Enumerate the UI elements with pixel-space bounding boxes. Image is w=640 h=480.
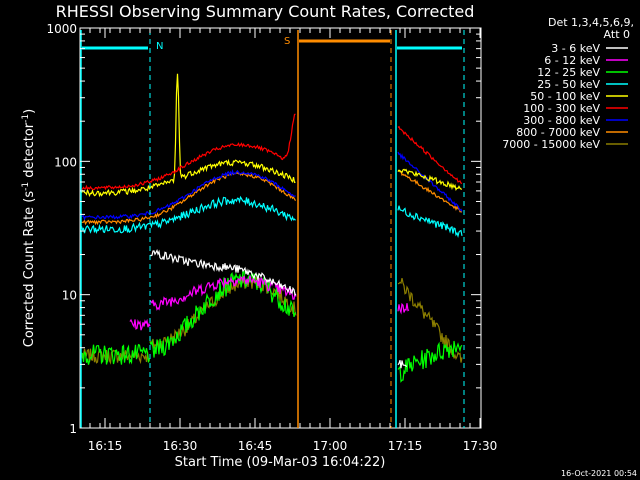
legend-header-line1: Det 1,3,4,5,6,9, (548, 16, 634, 29)
x-tick-label-3: 17:00 (313, 439, 348, 453)
series-line-1-2 (397, 302, 410, 315)
series-line-8-2 (397, 277, 463, 363)
y-tick-label-0: 1 (69, 422, 77, 436)
x-tick-label-4: 17:15 (388, 439, 423, 453)
legend-header-line2: Att 0 (604, 28, 630, 41)
y-axis-label-sup2: -1 (21, 114, 31, 123)
series-line-6-1 (397, 151, 463, 212)
y-axis-label-sup1: -1 (21, 182, 31, 191)
y-axis-label-mid: detector (22, 122, 37, 182)
series-line-4-1 (397, 168, 463, 192)
series-line-3-0 (80, 195, 296, 234)
series-line-2-1 (149, 269, 297, 358)
y-axis-label-main: Corrected Count Rate (s (22, 191, 37, 348)
saa-label: S (284, 36, 290, 47)
series-line-6-0 (81, 168, 296, 221)
series-line-1-0 (129, 318, 151, 331)
legend-label-8: 7000 - 15000 keV (502, 138, 600, 151)
series-line-7-1 (398, 170, 463, 213)
series-line-3-1 (397, 205, 463, 238)
y-axis-label: Corrected Count Rate (s-1 detector-1) (21, 109, 37, 347)
legend-label-5: 100 - 300 keV (523, 102, 600, 115)
series-line-5-0 (81, 113, 296, 191)
y-axis-label-end: ) (22, 109, 37, 114)
y-tick-label-3: 1000 (46, 22, 77, 36)
legend-label-4: 50 - 100 keV (530, 90, 600, 103)
x-tick-label-1: 16:30 (163, 439, 198, 453)
y-tick-label-1: 10 (62, 289, 77, 303)
series-line-2-2 (397, 340, 463, 383)
x-tick-label-0: 16:15 (88, 439, 123, 453)
x-tick-label-5: 17:30 (463, 439, 498, 453)
legend-label-1: 6 - 12 keV (544, 54, 600, 67)
legend-label-7: 800 - 7000 keV (516, 126, 600, 139)
series-line-4-0 (80, 73, 296, 198)
y-tick-label-2: 100 (54, 155, 77, 169)
series-line-7-0 (81, 172, 297, 226)
series-line-2-0 (81, 343, 151, 365)
legend-label-2: 12 - 25 keV (537, 66, 600, 79)
x-axis-label: Start Time (09-Mar-03 16:04:22) (175, 455, 386, 470)
legend-label-6: 300 - 800 keV (523, 114, 600, 127)
series-line-0-1 (397, 360, 408, 369)
x-tick-label-2: 16:45 (238, 439, 273, 453)
series-layer (80, 73, 463, 383)
footer-timestamp: 16-Oct-2021 00:54 (561, 469, 637, 478)
legend-label-0: 3 - 6 keV (551, 42, 600, 55)
series-line-0-0 (149, 249, 297, 296)
legend-label-3: 25 - 50 keV (537, 78, 600, 91)
series-line-5-1 (397, 125, 463, 185)
axis-layer: 1 10 100 1000 16:15 16:30 16:45 17:00 17:15 17:30 (46, 22, 497, 453)
chart-title: RHESSI Observing Summary Count Rates, Co… (56, 2, 475, 21)
night-label: N (156, 41, 163, 52)
